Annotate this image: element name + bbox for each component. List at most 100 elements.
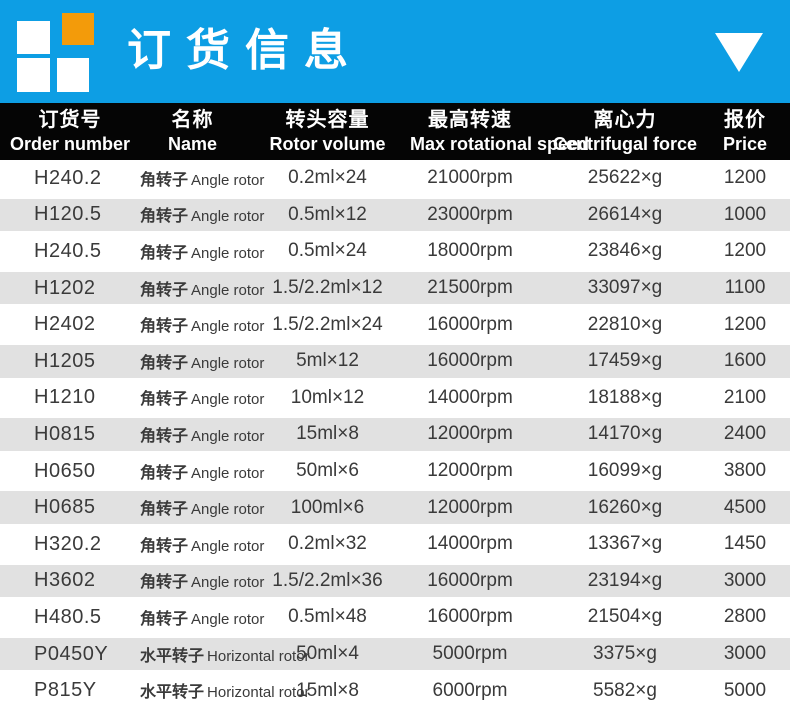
header-order-number-zh: 订货号 <box>38 109 102 131</box>
cell-centrifugal-force: 22810×g <box>587 313 663 335</box>
cell-centrifugal-force: 33097×g <box>530 269 700 307</box>
header-name-zh: 名称 <box>171 109 214 131</box>
table-body: H240.2 角转子 Angle rotor 0.2ml×24 21000rpm … <box>0 160 790 709</box>
triangle-down-icon <box>715 33 763 72</box>
cell-order-number: P815Y <box>34 679 97 702</box>
cell-rotor-volume: 15ml×8 <box>245 416 410 453</box>
table-row: H480.5 角转子 Angle rotor 0.5ml×48 16000rpm … <box>0 599 790 636</box>
table-row: H3602 角转子 Angle rotor 1.5/2.2ml×36 16000r… <box>0 562 790 600</box>
cell-order-number: H1210 <box>34 386 96 409</box>
cell-centrifugal-force: 21504×g <box>587 606 663 628</box>
cell-name: 角转子 Angle rotor <box>140 318 265 336</box>
cell-name: 角转子 Angle rotor <box>140 391 265 409</box>
cell-max-speed: 16000rpm <box>427 606 513 628</box>
cell-name: 角转子 Angle rotor <box>140 537 265 555</box>
cell-rotor-volume: 15ml×8 <box>296 679 359 701</box>
cell-max-speed: 6000rpm <box>432 679 508 701</box>
cell-price: 1200 <box>723 167 767 189</box>
cell-rotor-volume: 5ml×12 <box>245 342 410 380</box>
cell-max-speed: 5000rpm <box>410 635 530 673</box>
table-row: H1210 角转子 Angle rotor 10ml×12 14000rpm 18… <box>0 380 790 417</box>
header-centrifugal-force-en: Centrifugal force <box>552 134 698 154</box>
logo-square-bottom-left <box>17 58 50 92</box>
cell-price: 1450 <box>723 533 767 555</box>
cell-price: 1000 <box>700 196 790 234</box>
cell-centrifugal-force: 5582×g <box>593 679 657 701</box>
cell-order-number: H240.5 <box>34 239 102 262</box>
cell-price: 1200 <box>723 240 767 262</box>
cell-price: 3000 <box>700 635 790 673</box>
logo-square-orange <box>62 13 94 45</box>
table-row: H320.2 角转子 Angle rotor 0.2ml×32 14000rpm … <box>0 526 790 563</box>
cell-price: 5000 <box>723 679 767 701</box>
cell-order-number: H1202 <box>0 269 140 307</box>
cell-order-number: H0685 <box>0 489 140 526</box>
cell-centrifugal-force: 23846×g <box>587 240 663 262</box>
cell-rotor-volume: 0.5ml×12 <box>245 196 410 234</box>
cell-centrifugal-force: 13367×g <box>587 533 663 555</box>
cell-name: 角转子 Angle rotor <box>140 489 264 526</box>
header-rotor-volume-en: Rotor volume <box>269 134 386 154</box>
cell-rotor-volume: 100ml×6 <box>245 489 410 526</box>
table-row: H0815 角转子 Angle rotor 15ml×8 12000rpm 141… <box>0 416 790 453</box>
table-header-row: 订货号 Order number 名称 Name 转头容量 Rotor volu… <box>0 103 790 160</box>
cell-price: 4500 <box>700 489 790 526</box>
cell-centrifugal-force: 14170×g <box>530 416 700 453</box>
table-row: P815Y 水平转子 Horizontal rotor 15ml×8 6000rp… <box>0 672 790 709</box>
cell-name: 角转子 Angle rotor <box>140 562 264 600</box>
cell-name: 角转子 Angle rotor <box>140 171 265 189</box>
header-centrifugal-force: 离心力 Centrifugal force <box>530 103 700 160</box>
cell-centrifugal-force: 26614×g <box>530 196 700 234</box>
header-max-speed-zh: 最高转速 <box>428 109 512 131</box>
table-row: P0450Y 水平转子 Horizontal rotor 50ml×4 5000r… <box>0 635 790 673</box>
cell-max-speed: 16000rpm <box>410 342 530 380</box>
header-max-speed: 最高转速 Max rotational speed <box>410 103 590 160</box>
cell-order-number: H480.5 <box>34 605 102 628</box>
cell-max-speed: 16000rpm <box>427 313 513 335</box>
header-name: 名称 Name <box>140 103 245 160</box>
cell-max-speed: 12000rpm <box>410 416 530 453</box>
cell-centrifugal-force: 16260×g <box>530 489 700 526</box>
cell-price: 1200 <box>723 313 767 335</box>
cell-price: 3800 <box>723 460 767 482</box>
table-row: H120.5 角转子 Angle rotor 0.5ml×12 23000rpm … <box>0 196 790 234</box>
cell-max-speed: 21000rpm <box>427 167 513 189</box>
table-row: H1205 角转子 Angle rotor 5ml×12 16000rpm 174… <box>0 342 790 380</box>
table-row: H0650 角转子 Angle rotor 50ml×6 12000rpm 160… <box>0 453 790 490</box>
cell-name: 角转子 Angle rotor <box>140 610 265 628</box>
header-name-en: Name <box>167 134 218 154</box>
cell-max-speed: 16000rpm <box>410 562 530 600</box>
cell-max-speed: 23000rpm <box>410 196 530 234</box>
cell-centrifugal-force: 3375×g <box>530 635 700 673</box>
cell-centrifugal-force: 25622×g <box>587 167 663 189</box>
table-header: 订货号 Order number 名称 Name 转头容量 Rotor volu… <box>0 103 790 160</box>
header-rotor-volume-zh: 转头容量 <box>285 109 370 131</box>
cell-name: 水平转子 Horizontal rotor <box>140 684 310 702</box>
cell-rotor-volume: 1.5/2.2ml×36 <box>245 562 410 600</box>
logo-square-bottom-right <box>57 58 89 92</box>
header-centrifugal-force-zh: 离心力 <box>593 109 657 131</box>
cell-price: 1100 <box>700 269 790 307</box>
cell-rotor-volume: 50ml×6 <box>296 460 359 482</box>
cell-centrifugal-force: 23194×g <box>530 562 700 600</box>
table-row: H240.2 角转子 Angle rotor 0.2ml×24 21000rpm … <box>0 160 790 197</box>
cell-centrifugal-force: 18188×g <box>587 386 663 408</box>
cell-name: 水平转子 Horizontal rotor <box>140 635 310 673</box>
ordering-table: 订货号 Order number 名称 Name 转头容量 Rotor volu… <box>0 103 790 709</box>
cell-rotor-volume: 50ml×4 <box>245 635 410 673</box>
cell-max-speed: 12000rpm <box>410 489 530 526</box>
cell-max-speed: 21500rpm <box>410 269 530 307</box>
cell-order-number: P0450Y <box>0 635 140 673</box>
cell-order-number: H120.5 <box>0 196 140 234</box>
cell-max-speed: 12000rpm <box>427 460 513 482</box>
header-order-number: 订货号 Order number <box>0 103 140 160</box>
header-max-speed-en: Max rotational speed <box>410 134 590 154</box>
brand-logo <box>0 0 110 103</box>
cell-rotor-volume: 0.2ml×32 <box>288 533 367 555</box>
cell-order-number: H3602 <box>0 562 140 600</box>
table-row: H2402 角转子 Angle rotor 1.5/2.2ml×24 16000r… <box>0 306 790 343</box>
cell-centrifugal-force: 16099×g <box>587 460 663 482</box>
cell-order-number: H2402 <box>34 313 96 336</box>
cell-order-number: H0650 <box>34 459 96 482</box>
